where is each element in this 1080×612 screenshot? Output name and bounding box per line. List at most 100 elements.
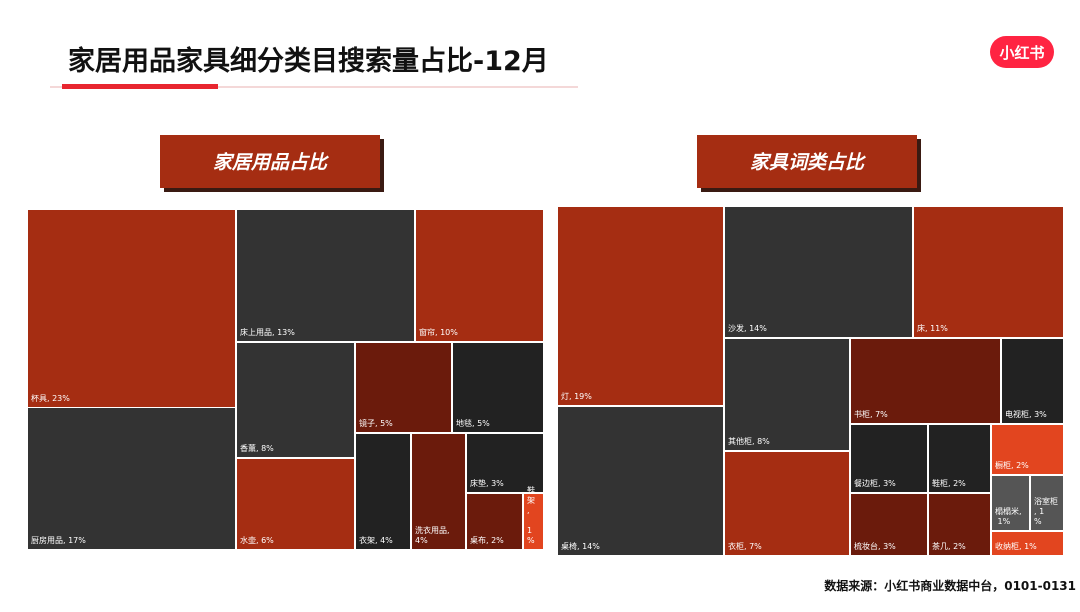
cell-label-line: 1 bbox=[527, 526, 532, 535]
panel-title-box bbox=[697, 135, 917, 188]
cell-label: 地毯, 5% bbox=[456, 418, 490, 428]
treemap-cell bbox=[453, 343, 543, 432]
cell-label-line: 灯, 19% bbox=[561, 391, 592, 401]
treemap-cell bbox=[237, 459, 354, 549]
logo-badge bbox=[990, 36, 1054, 68]
treemap-cell bbox=[467, 494, 522, 549]
treemap-cell bbox=[725, 452, 849, 555]
cell-label-line: 床垫, 3% bbox=[470, 478, 504, 488]
cell-label: 桌椅, 14% bbox=[561, 541, 600, 551]
treemap-cell bbox=[929, 425, 990, 492]
cell-label-line: 茶几, 2% bbox=[932, 541, 966, 551]
treemap-cell bbox=[992, 476, 1029, 530]
cell-label-line: 鞋 bbox=[527, 485, 535, 495]
source: 数据来源：小红书商业数据中台，0101-0131 bbox=[824, 578, 1076, 593]
treemap-cell bbox=[356, 343, 451, 432]
page-title: 家居用品家具细分类目搜索量占比-12月 bbox=[68, 45, 549, 77]
treemap-cell bbox=[416, 210, 543, 341]
cell-label-line: 衣柜, 7% bbox=[728, 541, 762, 551]
cell-label-line: 水壶, 6% bbox=[240, 535, 274, 545]
cell-label-line: 窗帘, 10% bbox=[419, 327, 458, 337]
treemap-cell bbox=[851, 425, 927, 492]
cell-label: 收纳柜, 1% bbox=[995, 541, 1037, 551]
cell-label: 香薰, 8% bbox=[240, 443, 274, 453]
treemap-cell bbox=[558, 207, 723, 405]
cell-label-line: 床上用品, 13% bbox=[240, 327, 295, 337]
cell-label: 榻榻米, 1% bbox=[995, 506, 1022, 526]
treemap-cell bbox=[28, 408, 235, 549]
cell-label-line bbox=[527, 516, 530, 525]
cell-label: 洗衣用品, 4% bbox=[415, 525, 452, 545]
treemap-cell bbox=[929, 494, 990, 555]
cell-label: 床上用品, 13% bbox=[240, 327, 295, 337]
cell-label: 床垫, 3% bbox=[470, 478, 504, 488]
cell-label: 书柜, 7% bbox=[854, 409, 888, 419]
treemap-cell bbox=[1002, 339, 1063, 423]
cell-label: 灯, 19% bbox=[561, 391, 592, 401]
cell-label-line: , 1 bbox=[1034, 507, 1044, 516]
treemap-cell bbox=[467, 434, 543, 492]
treemap-cell bbox=[851, 494, 927, 555]
cell-label-line: 书柜, 7% bbox=[854, 409, 888, 419]
cell-label: 厨房用品, 17% bbox=[31, 535, 86, 545]
cell-label-line: 地毯, 5% bbox=[456, 418, 490, 428]
cell-label-line: 香薰, 8% bbox=[240, 443, 274, 453]
cell-label-line: 洗衣用品, bbox=[415, 525, 452, 535]
cell-label-line: 电视柜, 3% bbox=[1005, 409, 1047, 419]
cell-label: 鞋柜, 2% bbox=[932, 478, 966, 488]
cell-label: 鞋架, 1% bbox=[527, 485, 535, 545]
cell-label: 衣架, 4% bbox=[359, 535, 393, 545]
treemap-cell bbox=[992, 425, 1063, 474]
cell-label: 衣柜, 7% bbox=[728, 541, 762, 551]
cell-label-line: 餐边柜, 3% bbox=[854, 478, 896, 488]
cell-label-line: 1% bbox=[995, 517, 1011, 526]
cell-label-line: 榻榻米, bbox=[995, 506, 1022, 516]
cell-label: 其他柜, 8% bbox=[728, 436, 770, 446]
cell-label-line: 浴室柜 bbox=[1034, 496, 1058, 506]
logo: 小红书 bbox=[999, 44, 1044, 62]
cell-label-line: , bbox=[527, 506, 530, 515]
treemap-cell bbox=[914, 207, 1063, 337]
cell-label-line: 收纳柜, 1% bbox=[995, 541, 1037, 551]
cell-label-line: 梳妆台, 3% bbox=[854, 541, 896, 551]
title-accent bbox=[62, 84, 218, 89]
treemap-cell bbox=[992, 532, 1063, 555]
cell-label-line: % bbox=[1034, 517, 1042, 526]
treemap-cell bbox=[412, 434, 465, 549]
treemap-cell bbox=[725, 339, 849, 450]
treemap-cell bbox=[28, 210, 235, 407]
cell-label: 橱柜, 2% bbox=[995, 460, 1029, 470]
treemap-cell bbox=[237, 343, 354, 457]
cell-label: 水壶, 6% bbox=[240, 535, 274, 545]
cell-label: 茶几, 2% bbox=[932, 541, 966, 551]
cell-label: 窗帘, 10% bbox=[419, 327, 458, 337]
cell-label-line: 沙发, 14% bbox=[728, 323, 767, 333]
cell-label: 桌布, 2% bbox=[470, 535, 504, 545]
panel-title: 家居用品占比 bbox=[213, 152, 329, 174]
cell-label-line: 橱柜, 2% bbox=[995, 460, 1029, 470]
treemap-cell bbox=[725, 207, 912, 337]
cell-label-line: % bbox=[527, 536, 535, 545]
cell-label-line: 桌布, 2% bbox=[470, 535, 504, 545]
cell-label: 杯具, 23% bbox=[31, 393, 70, 403]
panel-title: 家具词类占比 bbox=[750, 152, 866, 174]
cell-label-line: 厨房用品, 17% bbox=[31, 535, 86, 545]
treemap-cell bbox=[558, 407, 723, 555]
cell-label-line: 衣架, 4% bbox=[359, 535, 393, 545]
treemap-cell bbox=[524, 494, 543, 549]
cell-label-line: 杯具, 23% bbox=[31, 393, 70, 403]
cell-label-line: 架 bbox=[527, 496, 535, 505]
cell-label: 浴室柜, 1% bbox=[1034, 496, 1058, 526]
cell-label: 沙发, 14% bbox=[728, 323, 767, 333]
cell-label-line: 4% bbox=[415, 536, 428, 545]
cell-label-line: 镜子, 5% bbox=[359, 418, 393, 428]
cell-label-line: 桌椅, 14% bbox=[561, 541, 600, 551]
treemap-cell bbox=[356, 434, 410, 549]
treemap-cell bbox=[851, 339, 1000, 423]
cell-label: 电视柜, 3% bbox=[1005, 409, 1047, 419]
cell-label-line: 其他柜, 8% bbox=[728, 436, 770, 446]
cell-label: 床, 11% bbox=[917, 323, 948, 333]
cell-label: 梳妆台, 3% bbox=[854, 541, 896, 551]
cell-label-line: 鞋柜, 2% bbox=[932, 478, 966, 488]
